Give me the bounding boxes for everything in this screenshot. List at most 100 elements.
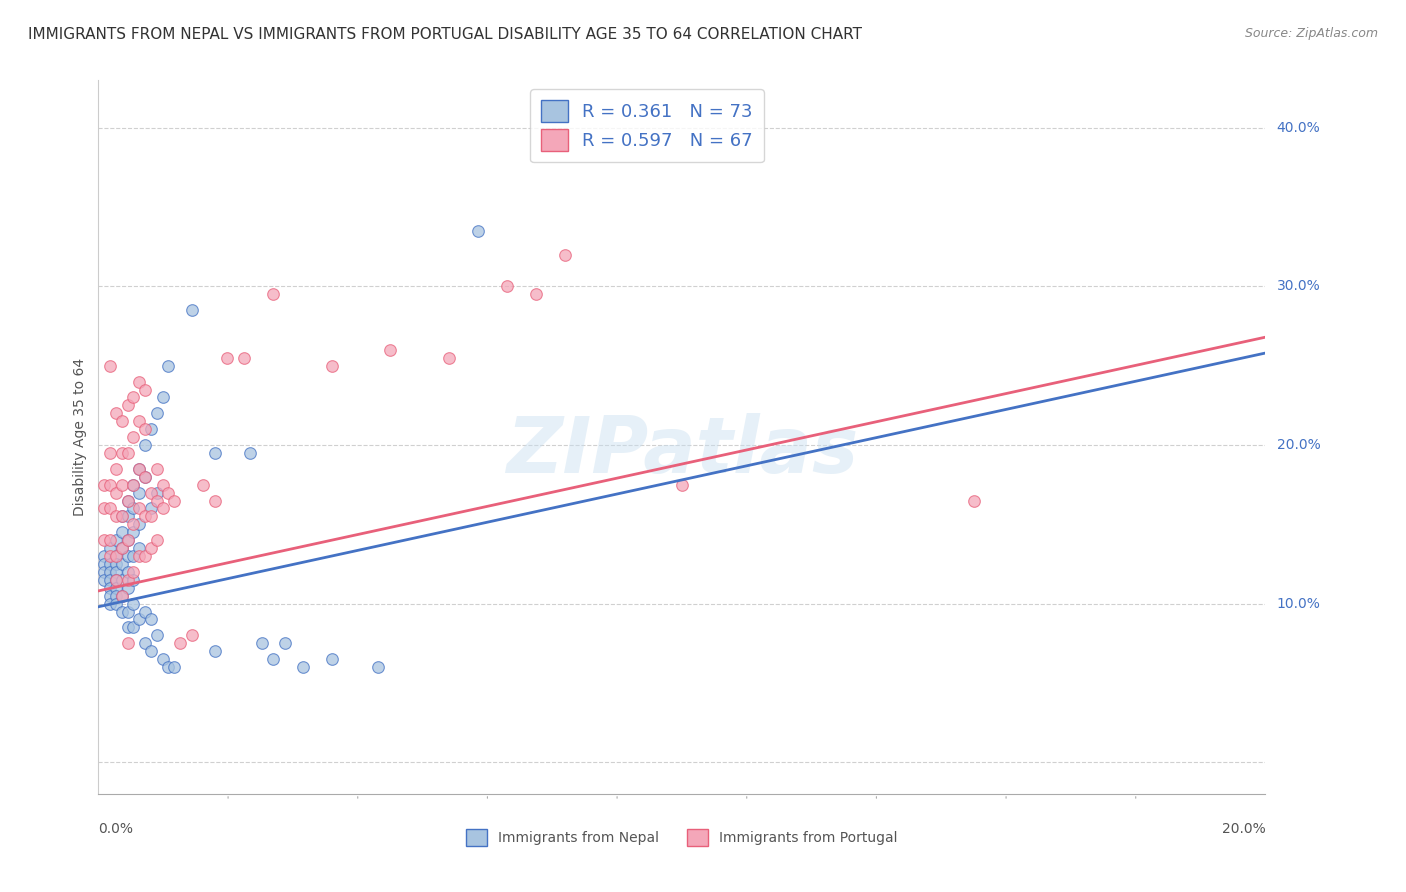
Point: [122, 477, 145, 491]
Point: [93, 533, 115, 548]
Point: [239, 446, 262, 460]
Point: [233, 351, 256, 365]
Point: [111, 509, 134, 524]
Point: [146, 533, 169, 548]
Point: [104, 549, 127, 563]
Point: [104, 549, 127, 563]
Point: [111, 557, 134, 571]
Point: [291, 660, 314, 674]
Point: [467, 224, 489, 238]
Point: [122, 549, 145, 563]
Point: [98, 359, 121, 373]
Point: [117, 636, 139, 650]
Point: [117, 620, 139, 634]
Point: [122, 573, 145, 587]
Point: [134, 438, 156, 452]
Point: [152, 652, 174, 666]
Point: [671, 477, 693, 491]
Point: [98, 541, 121, 555]
Text: Source: ZipAtlas.com: Source: ZipAtlas.com: [1244, 27, 1378, 40]
Text: 10.0%: 10.0%: [1277, 597, 1320, 611]
Point: [180, 303, 202, 318]
Point: [139, 612, 162, 626]
Point: [215, 351, 238, 365]
Point: [93, 549, 115, 563]
Point: [122, 597, 145, 611]
Point: [104, 573, 127, 587]
Point: [111, 573, 134, 587]
Point: [139, 541, 162, 555]
Point: [98, 533, 121, 548]
Point: [117, 565, 139, 579]
Point: [93, 477, 115, 491]
Point: [117, 446, 139, 460]
Point: [157, 359, 180, 373]
Point: [134, 605, 156, 619]
Point: [128, 517, 150, 532]
Point: [104, 589, 127, 603]
Point: [117, 493, 139, 508]
Point: [128, 501, 150, 516]
Legend: Immigrants from Nepal, Immigrants from Portugal: Immigrants from Nepal, Immigrants from P…: [461, 823, 903, 851]
Text: 0.0%: 0.0%: [98, 822, 134, 836]
Point: [98, 501, 121, 516]
Point: [152, 501, 174, 516]
Point: [962, 493, 984, 508]
Text: 30.0%: 30.0%: [1277, 279, 1320, 293]
Point: [104, 509, 127, 524]
Point: [122, 430, 145, 444]
Point: [104, 485, 127, 500]
Point: [152, 391, 174, 405]
Text: 20.0%: 20.0%: [1277, 438, 1320, 452]
Point: [146, 462, 169, 476]
Point: [321, 652, 343, 666]
Point: [152, 477, 174, 491]
Point: [122, 501, 145, 516]
Point: [134, 636, 156, 650]
Point: [128, 541, 150, 555]
Point: [157, 660, 180, 674]
Point: [139, 422, 162, 436]
Point: [98, 549, 121, 563]
Text: ZIPatlas: ZIPatlas: [506, 413, 858, 490]
Point: [274, 636, 297, 650]
Point: [204, 493, 226, 508]
Point: [262, 652, 284, 666]
Point: [93, 557, 115, 571]
Point: [128, 414, 150, 428]
Point: [139, 644, 162, 658]
Point: [117, 509, 139, 524]
Point: [122, 525, 145, 540]
Point: [128, 462, 150, 476]
Text: IMMIGRANTS FROM NEPAL VS IMMIGRANTS FROM PORTUGAL DISABILITY AGE 35 TO 64 CORREL: IMMIGRANTS FROM NEPAL VS IMMIGRANTS FROM…: [28, 27, 862, 42]
Point: [117, 573, 139, 587]
Point: [98, 597, 121, 611]
Point: [134, 549, 156, 563]
Point: [250, 636, 273, 650]
Point: [146, 485, 169, 500]
Point: [128, 375, 150, 389]
Point: [117, 533, 139, 548]
Point: [122, 565, 145, 579]
Point: [98, 581, 121, 595]
Point: [524, 287, 547, 301]
Point: [111, 589, 134, 603]
Point: [104, 565, 127, 579]
Point: [98, 573, 121, 587]
Point: [134, 509, 156, 524]
Point: [139, 501, 162, 516]
Point: [104, 462, 127, 476]
Point: [104, 581, 127, 595]
Point: [128, 462, 150, 476]
Point: [139, 485, 162, 500]
Point: [111, 509, 134, 524]
Point: [437, 351, 460, 365]
Point: [111, 541, 134, 555]
Point: [262, 287, 284, 301]
Point: [193, 477, 215, 491]
Point: [98, 565, 121, 579]
Point: [134, 469, 156, 483]
Point: [157, 485, 180, 500]
Text: 40.0%: 40.0%: [1277, 120, 1320, 135]
Point: [146, 406, 169, 420]
